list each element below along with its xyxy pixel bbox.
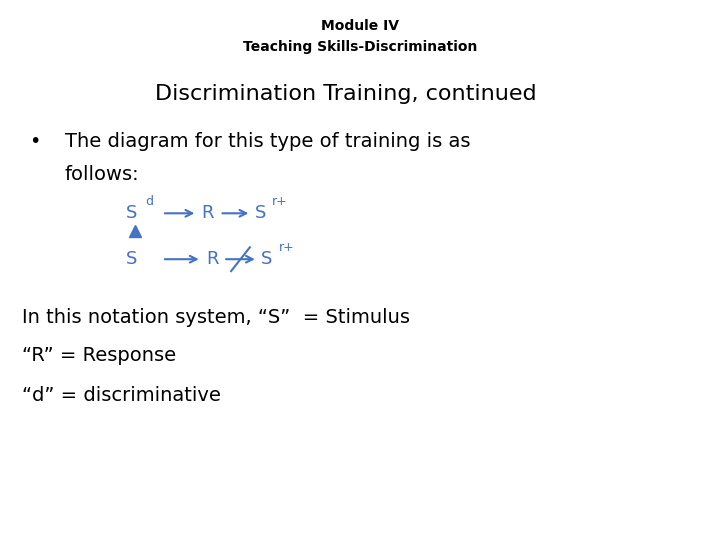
Text: S: S (255, 204, 266, 222)
Text: “d” = discriminative: “d” = discriminative (22, 386, 220, 405)
Text: The diagram for this type of training is as: The diagram for this type of training is… (65, 132, 470, 151)
Text: follows:: follows: (65, 165, 140, 184)
Text: d: d (145, 195, 153, 208)
Text: r+: r+ (272, 195, 288, 208)
Text: S: S (126, 204, 138, 222)
Text: R: R (201, 204, 213, 222)
Text: •: • (29, 132, 40, 151)
Text: “R” = Response: “R” = Response (22, 346, 176, 365)
Text: Discrimination Training, continued: Discrimination Training, continued (155, 84, 536, 104)
Text: Module IV: Module IV (321, 19, 399, 33)
Text: r+: r+ (279, 241, 294, 254)
Text: Teaching Skills-Discrimination: Teaching Skills-Discrimination (243, 40, 477, 55)
Text: S: S (261, 250, 273, 268)
Text: S: S (126, 250, 138, 268)
Text: In this notation system, “S”  = Stimulus: In this notation system, “S” = Stimulus (22, 308, 410, 327)
Text: R: R (206, 250, 218, 268)
